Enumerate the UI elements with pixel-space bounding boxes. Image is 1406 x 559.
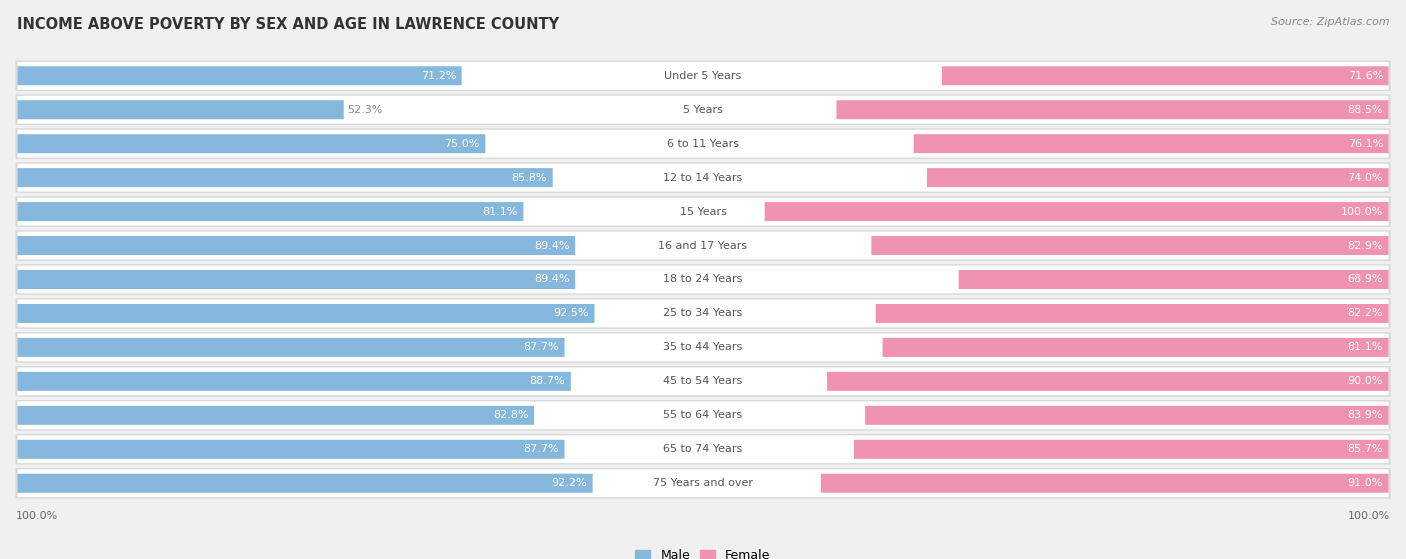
- Text: 88.7%: 88.7%: [530, 376, 565, 386]
- Text: Under 5 Years: Under 5 Years: [665, 71, 741, 81]
- Text: 89.4%: 89.4%: [534, 274, 569, 285]
- Text: 87.7%: 87.7%: [523, 444, 560, 454]
- Text: Source: ZipAtlas.com: Source: ZipAtlas.com: [1271, 17, 1389, 27]
- FancyBboxPatch shape: [959, 270, 1389, 289]
- FancyBboxPatch shape: [17, 130, 1389, 158]
- Text: 15 Years: 15 Years: [679, 207, 727, 216]
- FancyBboxPatch shape: [17, 300, 1389, 328]
- FancyBboxPatch shape: [17, 62, 1389, 89]
- FancyBboxPatch shape: [15, 298, 1391, 329]
- FancyBboxPatch shape: [15, 230, 1391, 261]
- FancyBboxPatch shape: [15, 60, 1391, 91]
- FancyBboxPatch shape: [17, 134, 485, 153]
- Text: 89.4%: 89.4%: [534, 240, 569, 250]
- FancyBboxPatch shape: [865, 406, 1389, 425]
- FancyBboxPatch shape: [15, 366, 1391, 397]
- FancyBboxPatch shape: [17, 168, 553, 187]
- FancyBboxPatch shape: [872, 236, 1389, 255]
- FancyBboxPatch shape: [17, 266, 1389, 293]
- FancyBboxPatch shape: [15, 196, 1391, 227]
- FancyBboxPatch shape: [17, 270, 575, 289]
- Text: 85.8%: 85.8%: [512, 173, 547, 183]
- FancyBboxPatch shape: [17, 96, 1389, 124]
- FancyBboxPatch shape: [15, 94, 1391, 125]
- FancyBboxPatch shape: [15, 129, 1391, 159]
- Text: 12 to 14 Years: 12 to 14 Years: [664, 173, 742, 183]
- Text: 74.0%: 74.0%: [1347, 173, 1384, 183]
- Text: 100.0%: 100.0%: [1341, 207, 1384, 216]
- FancyBboxPatch shape: [837, 100, 1389, 119]
- Text: 75.0%: 75.0%: [444, 139, 479, 149]
- FancyBboxPatch shape: [17, 164, 1389, 192]
- Text: 76.1%: 76.1%: [1348, 139, 1384, 149]
- FancyBboxPatch shape: [853, 440, 1389, 459]
- FancyBboxPatch shape: [17, 435, 1389, 463]
- FancyBboxPatch shape: [17, 470, 1389, 497]
- Text: 83.9%: 83.9%: [1347, 410, 1384, 420]
- FancyBboxPatch shape: [883, 338, 1389, 357]
- Text: 35 to 44 Years: 35 to 44 Years: [664, 343, 742, 352]
- FancyBboxPatch shape: [17, 406, 534, 425]
- Text: 71.2%: 71.2%: [420, 71, 456, 81]
- FancyBboxPatch shape: [15, 434, 1391, 465]
- FancyBboxPatch shape: [17, 401, 1389, 429]
- FancyBboxPatch shape: [17, 202, 523, 221]
- FancyBboxPatch shape: [15, 162, 1391, 193]
- FancyBboxPatch shape: [17, 67, 461, 86]
- FancyBboxPatch shape: [17, 334, 1389, 361]
- Text: 91.0%: 91.0%: [1348, 478, 1384, 488]
- FancyBboxPatch shape: [15, 400, 1391, 430]
- FancyBboxPatch shape: [17, 440, 565, 459]
- Text: 81.1%: 81.1%: [1348, 343, 1384, 352]
- Text: 5 Years: 5 Years: [683, 105, 723, 115]
- Text: 71.6%: 71.6%: [1348, 71, 1384, 81]
- Text: 18 to 24 Years: 18 to 24 Years: [664, 274, 742, 285]
- FancyBboxPatch shape: [942, 67, 1389, 86]
- FancyBboxPatch shape: [17, 367, 1389, 395]
- Text: 92.5%: 92.5%: [554, 309, 589, 319]
- Text: 16 and 17 Years: 16 and 17 Years: [658, 240, 748, 250]
- FancyBboxPatch shape: [827, 372, 1389, 391]
- FancyBboxPatch shape: [15, 332, 1391, 363]
- FancyBboxPatch shape: [821, 473, 1389, 492]
- Text: 52.3%: 52.3%: [347, 105, 382, 115]
- Text: 45 to 54 Years: 45 to 54 Years: [664, 376, 742, 386]
- FancyBboxPatch shape: [17, 304, 595, 323]
- FancyBboxPatch shape: [876, 304, 1389, 323]
- FancyBboxPatch shape: [17, 236, 575, 255]
- Text: 68.9%: 68.9%: [1347, 274, 1384, 285]
- Text: 85.7%: 85.7%: [1347, 444, 1384, 454]
- Text: 82.8%: 82.8%: [494, 410, 529, 420]
- FancyBboxPatch shape: [15, 468, 1391, 499]
- FancyBboxPatch shape: [17, 231, 1389, 259]
- Text: 75 Years and over: 75 Years and over: [652, 478, 754, 488]
- Text: 90.0%: 90.0%: [1348, 376, 1384, 386]
- Text: 6 to 11 Years: 6 to 11 Years: [666, 139, 740, 149]
- Text: 82.2%: 82.2%: [1347, 309, 1384, 319]
- Text: 65 to 74 Years: 65 to 74 Years: [664, 444, 742, 454]
- Text: 55 to 64 Years: 55 to 64 Years: [664, 410, 742, 420]
- Legend: Male, Female: Male, Female: [636, 549, 770, 559]
- Text: 82.9%: 82.9%: [1347, 240, 1384, 250]
- FancyBboxPatch shape: [17, 338, 565, 357]
- Text: INCOME ABOVE POVERTY BY SEX AND AGE IN LAWRENCE COUNTY: INCOME ABOVE POVERTY BY SEX AND AGE IN L…: [17, 17, 560, 32]
- FancyBboxPatch shape: [15, 264, 1391, 295]
- FancyBboxPatch shape: [765, 202, 1389, 221]
- FancyBboxPatch shape: [927, 168, 1389, 187]
- Text: 25 to 34 Years: 25 to 34 Years: [664, 309, 742, 319]
- Text: 92.2%: 92.2%: [551, 478, 588, 488]
- Text: 100.0%: 100.0%: [1348, 511, 1391, 521]
- Text: 87.7%: 87.7%: [523, 343, 560, 352]
- Text: 88.5%: 88.5%: [1347, 105, 1384, 115]
- FancyBboxPatch shape: [914, 134, 1389, 153]
- FancyBboxPatch shape: [17, 473, 593, 492]
- FancyBboxPatch shape: [17, 100, 343, 119]
- Text: 81.1%: 81.1%: [482, 207, 517, 216]
- FancyBboxPatch shape: [17, 372, 571, 391]
- FancyBboxPatch shape: [17, 198, 1389, 225]
- Text: 100.0%: 100.0%: [15, 511, 58, 521]
